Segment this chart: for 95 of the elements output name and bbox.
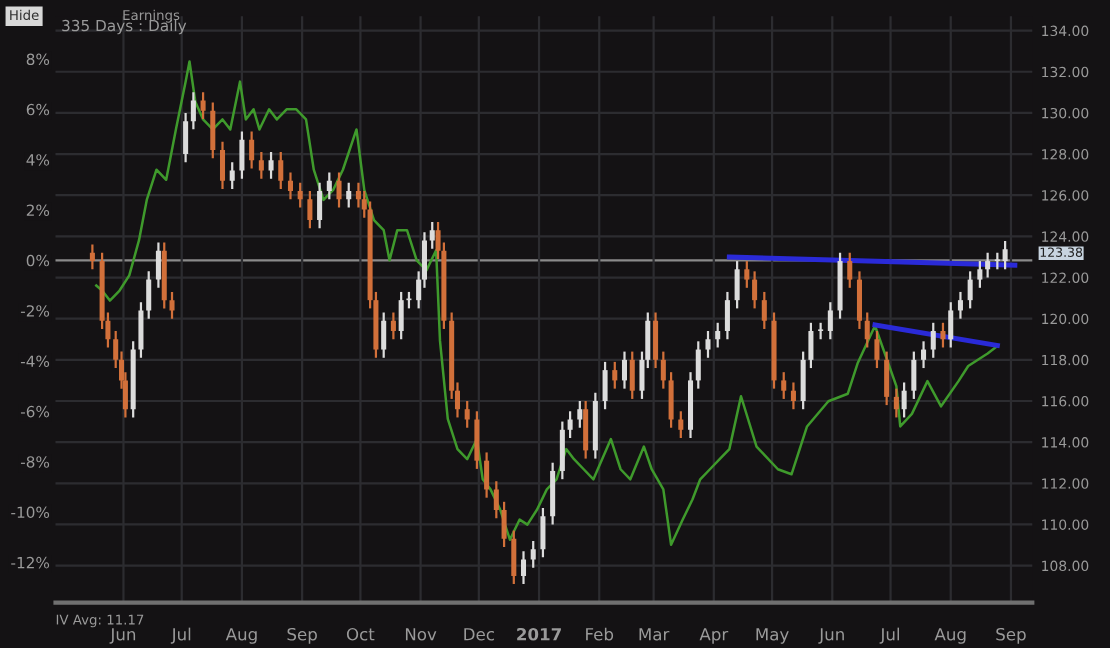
candlestick xyxy=(200,91,206,121)
candlestick xyxy=(744,259,750,289)
candlestick xyxy=(484,451,490,499)
candlestick xyxy=(239,130,245,180)
candlestick xyxy=(977,259,983,289)
candlestick xyxy=(874,329,880,370)
candlestick xyxy=(678,410,684,440)
candlestick xyxy=(752,270,758,310)
candlestick xyxy=(790,381,796,411)
candlestick xyxy=(734,259,740,310)
candlestick xyxy=(190,91,196,131)
candlestick xyxy=(1002,239,1008,271)
candlestick xyxy=(761,290,767,331)
candlestick xyxy=(268,150,274,180)
candlestick xyxy=(724,290,730,341)
candlestick xyxy=(653,311,659,370)
candlestick xyxy=(146,270,152,320)
x-tick-label: Feb xyxy=(586,627,614,641)
x-tick-label: Jun xyxy=(818,628,844,644)
candlestick xyxy=(940,321,946,349)
candlestick xyxy=(948,301,954,349)
candlestick xyxy=(278,150,284,191)
candlestick xyxy=(612,360,618,390)
candlestick xyxy=(577,399,583,429)
x-tick-label: Oct xyxy=(346,627,375,641)
candlestick xyxy=(856,270,862,331)
candlestick xyxy=(183,111,189,164)
candlestick xyxy=(847,251,853,289)
candlestick xyxy=(474,410,480,470)
candlestick xyxy=(398,290,404,341)
x-tick-label: Jun xyxy=(109,628,136,644)
candlestick xyxy=(629,350,635,401)
candlestick xyxy=(621,350,628,390)
candlestick xyxy=(229,161,235,191)
candlestick xyxy=(567,410,573,440)
candlestick xyxy=(921,340,927,370)
x-tick-label: Jul xyxy=(170,627,191,644)
candlestick xyxy=(864,311,870,349)
x-tick-label: Dec xyxy=(464,628,494,641)
candlestick xyxy=(550,461,556,526)
x-tick-label: Jul xyxy=(879,627,900,644)
candlestick xyxy=(583,399,589,460)
candlestick xyxy=(258,150,264,180)
x-tick-label: Aug xyxy=(934,628,966,644)
x-tick-label: Sep xyxy=(996,627,1026,644)
candlestick xyxy=(390,311,396,341)
candlestick xyxy=(326,171,332,201)
candlestick xyxy=(668,371,674,429)
candlestick xyxy=(901,381,907,419)
x-tick-label: 2017 xyxy=(517,627,561,641)
candlestick xyxy=(520,550,527,586)
candlestick xyxy=(249,130,255,170)
candlestick xyxy=(602,360,608,411)
candlestick xyxy=(808,321,814,370)
candlestick xyxy=(695,340,701,390)
candlestick xyxy=(911,350,917,401)
candlestick xyxy=(930,321,936,359)
candlestick xyxy=(297,181,303,209)
candlestick xyxy=(336,171,342,209)
x-tick-label: Nov xyxy=(405,628,437,641)
candlestick xyxy=(985,251,991,279)
candlestick xyxy=(827,301,833,341)
candlestick xyxy=(89,243,95,271)
candlestick xyxy=(464,399,470,429)
x-tick-label: May xyxy=(756,628,789,644)
candlestick xyxy=(155,241,161,289)
candlestick xyxy=(511,529,517,586)
candlestick xyxy=(138,301,144,359)
x-tick-label: Mar xyxy=(639,628,670,641)
candlestick xyxy=(800,350,806,411)
x-tick-label: Aug xyxy=(225,628,257,644)
x-tick-label: Apr xyxy=(699,628,729,644)
candlestick xyxy=(210,101,216,160)
candlestick xyxy=(967,270,973,310)
candlestick xyxy=(660,350,666,390)
candlestick xyxy=(715,321,721,349)
candlestick xyxy=(287,171,293,201)
candlestick xyxy=(169,290,175,320)
candlestick xyxy=(219,140,226,191)
candlestick xyxy=(381,311,387,359)
candlestick xyxy=(884,350,890,407)
candlestick xyxy=(540,506,546,559)
candlestick xyxy=(559,420,565,481)
candlestick xyxy=(307,189,313,230)
candlestick xyxy=(493,480,499,520)
candlestick xyxy=(893,387,899,419)
candlestick xyxy=(705,329,711,359)
candlestick xyxy=(429,220,435,250)
candlestick xyxy=(317,181,323,230)
candlestick xyxy=(501,500,507,549)
candlestick xyxy=(346,181,352,209)
candlestick xyxy=(781,371,787,401)
candlestick xyxy=(957,290,963,320)
candlestick xyxy=(530,539,536,569)
x-tick-label: Sep xyxy=(287,627,317,644)
